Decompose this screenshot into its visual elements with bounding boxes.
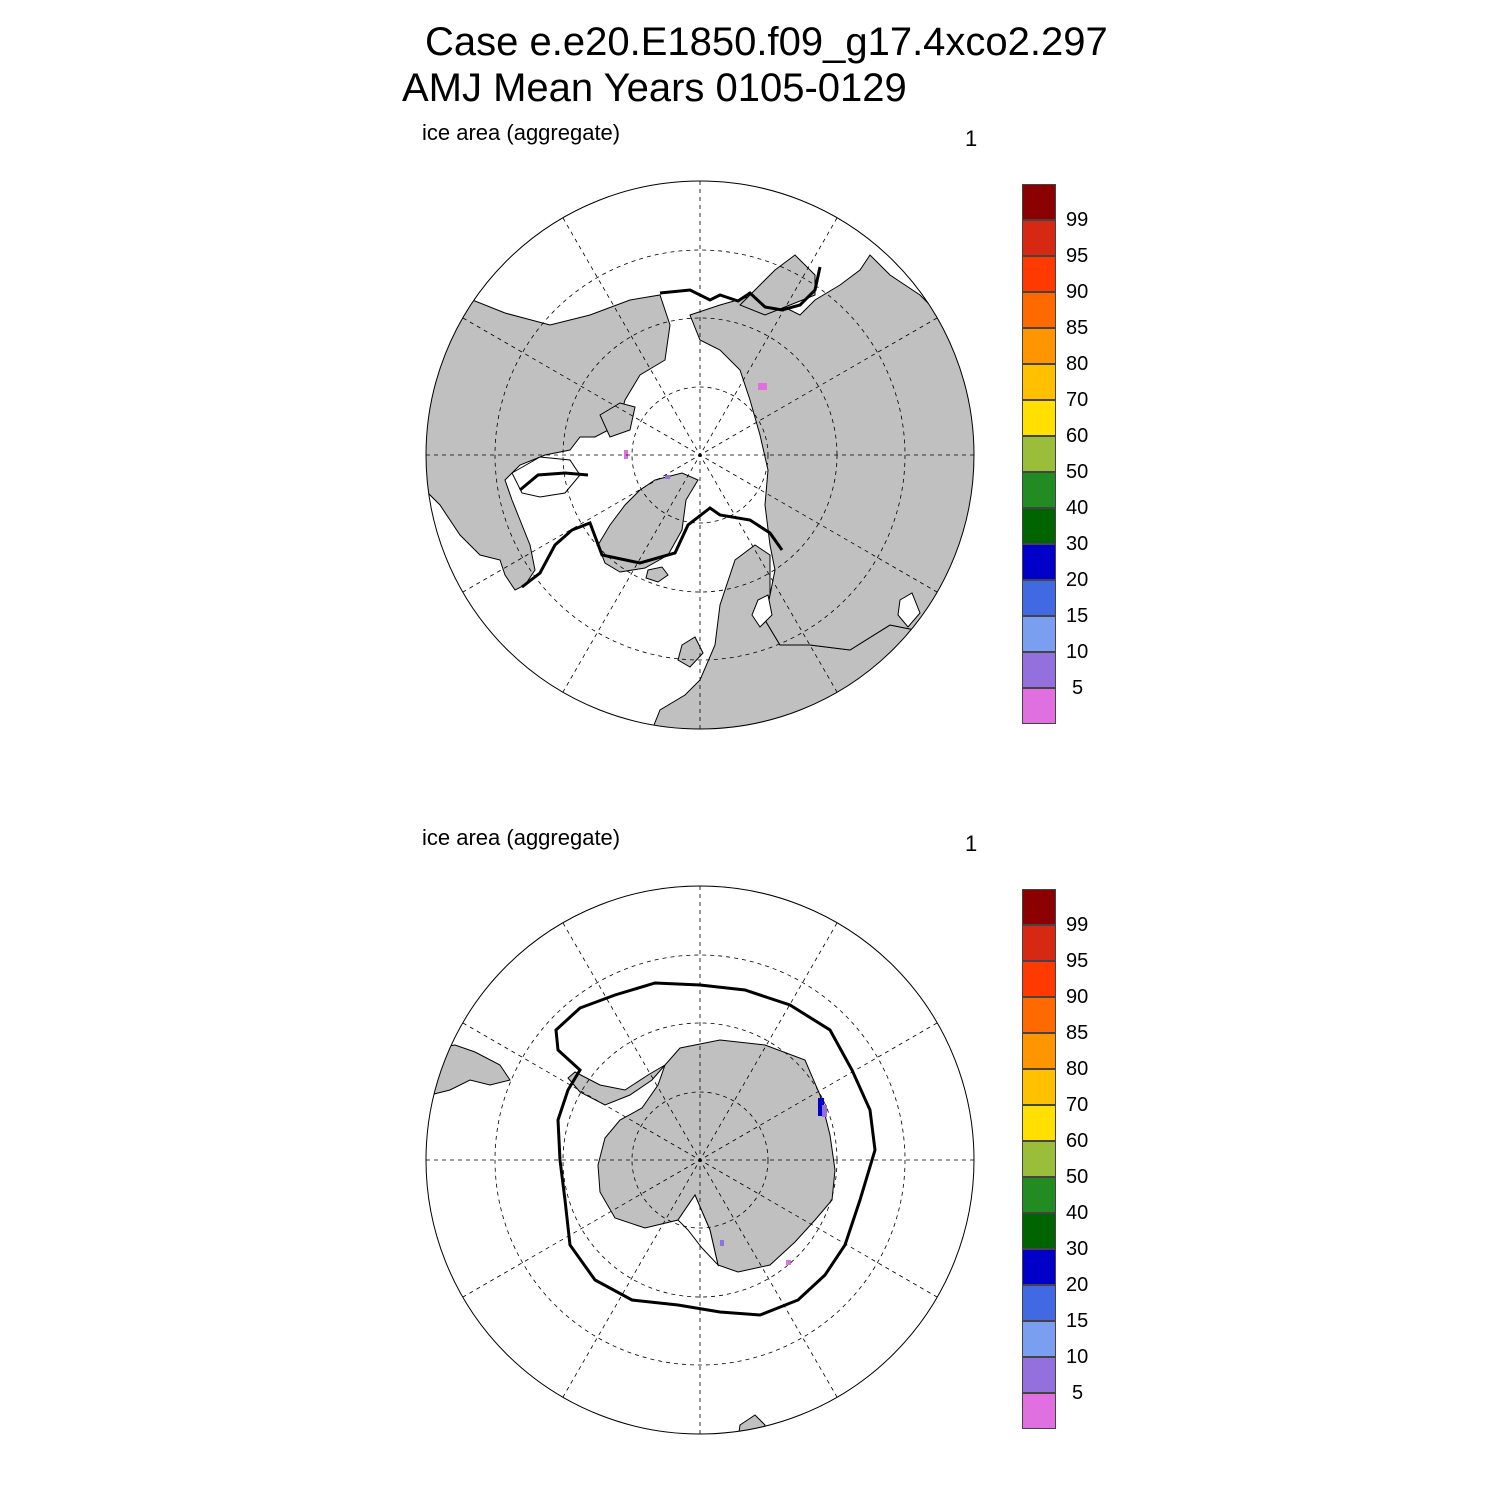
colorbar-swatch: [1022, 580, 1056, 616]
colorbar-tick-label: 15: [1066, 605, 1089, 627]
colorbar-swatch: [1022, 292, 1056, 328]
colorbar-tick-label: 15: [1066, 1310, 1089, 1332]
colorbar-swatch: [1022, 688, 1056, 724]
caspian-sea: [897, 592, 921, 628]
colorbar-swatch: [1022, 364, 1056, 400]
antarctic-peninsula-land: [567, 1064, 666, 1106]
colorbar-tick-label: 30: [1066, 1238, 1089, 1260]
north-ice-cell: [665, 475, 670, 479]
south-ice-cell: [720, 1240, 724, 1246]
colorbar-tick-label: 20: [1066, 1274, 1089, 1296]
colorbar-tick-label: 50: [1066, 1166, 1089, 1188]
colorbar-tick-label: 10: [1066, 1346, 1089, 1368]
colorbar-tick-label: 50: [1066, 461, 1089, 483]
colorbar-swatch: [1022, 1393, 1056, 1429]
colorbar-swatch: [1022, 616, 1056, 652]
south-ice-edge-contour: [554, 981, 877, 1317]
colorbar-swatch: [1022, 184, 1056, 220]
greenland-land: [597, 472, 699, 573]
colorbar-tick-label: 70: [1066, 1094, 1089, 1116]
colorbar-swatch: [1022, 1285, 1056, 1321]
north-graticule: [426, 181, 974, 729]
south-ice-cell: [786, 1260, 791, 1265]
south-ice-cell: [818, 1098, 824, 1116]
colorbar-swatch: [1022, 220, 1056, 256]
colorbar-tick-label: 95: [1066, 245, 1089, 267]
north-polar-map: [425, 180, 975, 730]
baltic-sea: [751, 594, 773, 628]
colorbar-swatch: [1022, 400, 1056, 436]
colorbar-swatch: [1022, 1105, 1056, 1141]
south-panel-variable-label: ice area (aggregate): [422, 825, 621, 850]
south-colorbar: 5 10 15 20 30 40 50 60 70 80 85 90 95 99: [1022, 889, 1088, 1429]
colorbar-swatch: [1022, 997, 1056, 1033]
colorbar-tick-label: 90: [1066, 986, 1089, 1008]
colorbar-swatch: [1022, 961, 1056, 997]
south-polar-map: [425, 885, 975, 1435]
colorbar-tick-label: 80: [1066, 1058, 1089, 1080]
plot-title-case: Case e.e20.E1850.f09_g17.4xco2.297: [425, 20, 1108, 64]
colorbar-swatch: [1022, 1357, 1056, 1393]
colorbar-tick-label: 30: [1066, 533, 1089, 555]
colorbar-swatch: [1022, 472, 1056, 508]
colorbar-swatch: [1022, 652, 1056, 688]
colorbar-swatch: [1022, 1249, 1056, 1285]
north-colorbar: 5 10 15 20 30 40 50 60 70 80 85 90 95 99: [1022, 184, 1088, 724]
colorbar-tick-label: 60: [1066, 425, 1089, 447]
colorbar-tick-label: 40: [1066, 497, 1089, 519]
colorbar-tick-label: 95: [1066, 950, 1089, 972]
hudson-bay: [511, 456, 581, 498]
north-ice-pixels: [624, 383, 767, 479]
iceland-land: [645, 566, 669, 583]
north-ice-edge-contour: [519, 266, 822, 589]
colorbar-tick-label: 60: [1066, 1130, 1089, 1152]
ross-sea: [677, 1193, 719, 1267]
eurasia-land: [689, 254, 974, 651]
colorbar-swatch: [1022, 889, 1056, 925]
north-panel-variable-label: ice area (aggregate): [422, 120, 621, 145]
colorbar-tick-label: 40: [1066, 1202, 1089, 1224]
north-america-land: [426, 294, 671, 591]
colorbar-tick-label: 99: [1066, 209, 1089, 231]
colorbar-tick-label: 10: [1066, 641, 1089, 663]
colorbar-tick-label: 85: [1066, 1022, 1089, 1044]
north-panel-units-label: 1: [965, 126, 978, 151]
colorbar-swatch: [1022, 436, 1056, 472]
colorbar-tick-label: 5: [1072, 677, 1084, 699]
colorbar-tick-label: 99: [1066, 914, 1089, 936]
plot-title-period: AMJ Mean Years 0105-0129: [402, 66, 907, 110]
colorbar-swatch: [1022, 256, 1056, 292]
south-panel-units-label: 1: [965, 831, 978, 856]
north-map-border: [425, 180, 975, 730]
colorbar-tick-label: 20: [1066, 569, 1089, 591]
colorbar-swatch: [1022, 925, 1056, 961]
colorbar-swatch: [1022, 508, 1056, 544]
colorbar-swatch: [1022, 1321, 1056, 1357]
colorbar-tick-label: 80: [1066, 353, 1089, 375]
south-ice-pixels: [720, 1098, 827, 1265]
colorbar-swatch: [1022, 1141, 1056, 1177]
colorbar-tick-label: 90: [1066, 281, 1089, 303]
colorbar-swatch: [1022, 1033, 1056, 1069]
colorbar-swatch: [1022, 1213, 1056, 1249]
north-ice-cell: [758, 383, 767, 390]
colorbar-swatch: [1022, 328, 1056, 364]
canadian-archipelago-land: [599, 402, 636, 438]
colorbar-swatch: [1022, 1069, 1056, 1105]
south-ice-cell: [822, 1105, 827, 1117]
south-graticule: [426, 886, 974, 1434]
colorbar-swatch: [1022, 1177, 1056, 1213]
colorbar-tick-label: 5: [1072, 1382, 1084, 1404]
colorbar-tick-label: 85: [1066, 317, 1089, 339]
north-ice-cell: [624, 450, 628, 459]
colorbar-swatch: [1022, 544, 1056, 580]
south-map-border: [425, 885, 975, 1435]
colorbar-tick-label: 70: [1066, 389, 1089, 411]
